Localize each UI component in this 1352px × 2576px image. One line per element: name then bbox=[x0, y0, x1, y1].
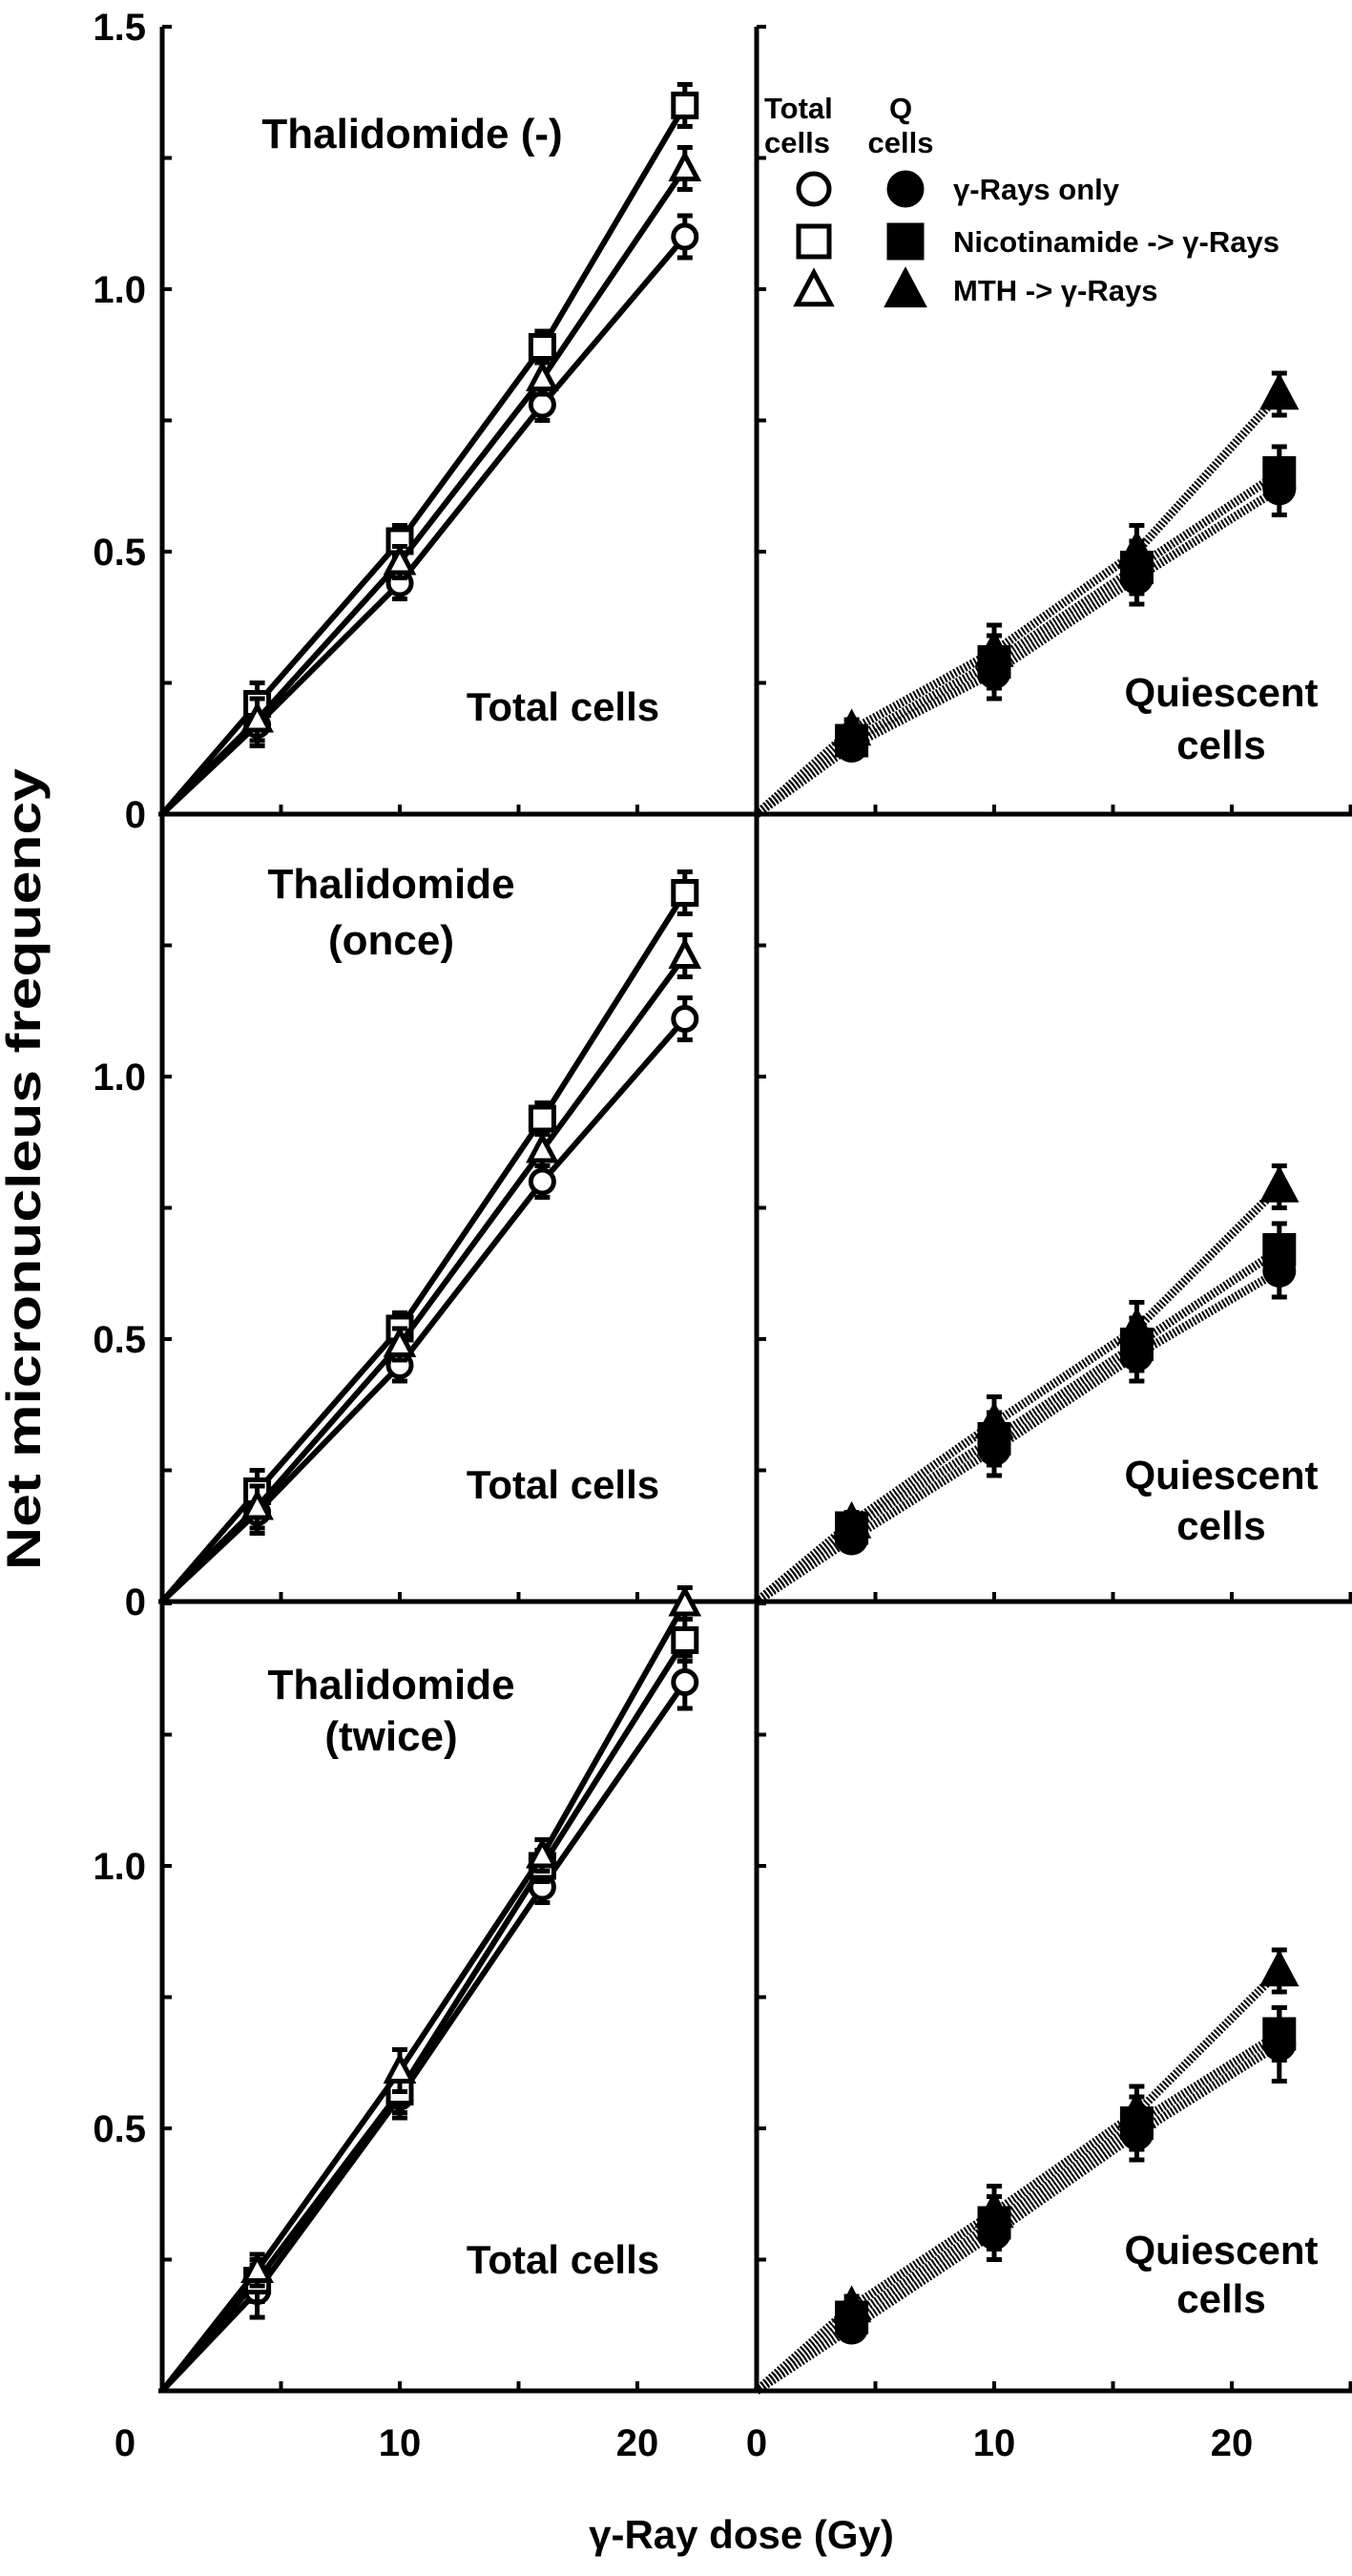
x-tick-label: 20 bbox=[1211, 2422, 1254, 2464]
legend-label-mth: MTH -> γ-Rays bbox=[953, 274, 1157, 307]
y-tick-label: 0.5 bbox=[93, 2108, 146, 2150]
data-point-circle bbox=[528, 390, 556, 419]
data-point-triangle bbox=[526, 360, 559, 392]
cell-type-label: Total cells bbox=[467, 684, 659, 729]
panel-1-1: Quiescent cells bbox=[754, 812, 1319, 1605]
legend-header-q-1: Q bbox=[889, 92, 912, 125]
data-point-triangle bbox=[1116, 530, 1157, 568]
legend-marker-total-triangle bbox=[793, 267, 835, 307]
data-point-triangle bbox=[1259, 1164, 1300, 1203]
series-line bbox=[754, 1183, 1282, 1605]
y-tick-label: 1.0 bbox=[93, 1846, 146, 1888]
series-line bbox=[754, 1246, 1282, 1605]
x-tick-label: 0 bbox=[114, 2422, 135, 2464]
legend-label-gamma-only: γ-Rays only bbox=[953, 173, 1120, 206]
legend-header-total-2: cells bbox=[764, 126, 830, 159]
panel-title: (twice) bbox=[324, 1713, 457, 1760]
data-point-triangle bbox=[383, 1326, 417, 1358]
y-tick-label: 0 bbox=[125, 1581, 146, 1623]
cell-type-label: Quiescent bbox=[1124, 670, 1318, 715]
data-point-square bbox=[1262, 1233, 1297, 1267]
data-point-triangle bbox=[1259, 372, 1300, 410]
data-point-circle bbox=[528, 1167, 556, 1196]
data-point-square bbox=[528, 333, 556, 361]
data-point-triangle bbox=[526, 1836, 559, 1869]
data-point-triangle bbox=[526, 1131, 559, 1163]
legend-marker-total-circle bbox=[796, 171, 832, 207]
panel-title: Thalidomide bbox=[267, 1662, 514, 1708]
y-tick-label: 0 bbox=[125, 794, 146, 836]
cell-type-label: cells bbox=[1176, 2276, 1265, 2321]
data-point-square bbox=[528, 1104, 556, 1133]
data-point-triangle bbox=[240, 2251, 274, 2284]
data-point-triangle bbox=[668, 150, 702, 182]
data-point-square bbox=[671, 1626, 699, 1654]
x-tick-label: 0 bbox=[746, 2422, 767, 2464]
cell-type-label: cells bbox=[1176, 723, 1265, 767]
legend-header-q-2: cells bbox=[868, 126, 934, 159]
cell-type-label: cells bbox=[1176, 1503, 1265, 1548]
data-point-square bbox=[671, 879, 699, 907]
data-point-triangle bbox=[831, 708, 872, 746]
data-point-triangle bbox=[383, 2052, 417, 2084]
data-point-triangle bbox=[668, 937, 702, 970]
x-tick-label: 20 bbox=[616, 2422, 659, 2464]
panel-0-0: 1.5 1.0 0.5 0 Thalidomide (-) Total cells bbox=[93, 7, 702, 836]
x-axis-label: γ-Ray dose (Gy) bbox=[589, 2512, 894, 2557]
data-point-triangle bbox=[974, 629, 1014, 667]
panel-2-0: 1.0 0.5 Thalidomide (twice) Total cells bbox=[93, 1584, 702, 2394]
data-point-square bbox=[671, 92, 699, 119]
x-tick-label: 10 bbox=[973, 2422, 1016, 2464]
data-point-circle bbox=[671, 1005, 699, 1033]
data-point-triangle bbox=[974, 1401, 1014, 1439]
y-tick-label: 0.5 bbox=[93, 532, 146, 574]
legend-header-total-1: Total bbox=[764, 92, 833, 125]
data-point-circle bbox=[671, 222, 699, 251]
cell-type-label: Total cells bbox=[467, 1462, 659, 1507]
y-tick-label: 0.5 bbox=[93, 1319, 146, 1361]
legend-marker-total-square bbox=[796, 223, 832, 260]
data-point-triangle bbox=[831, 2285, 872, 2323]
data-point-triangle bbox=[974, 2190, 1014, 2229]
legend-marker-q-circle bbox=[886, 170, 925, 208]
data-point-triangle bbox=[383, 543, 417, 576]
data-point-triangle bbox=[831, 1500, 872, 1539]
y-axis-label: Net micronucleus frequency bbox=[0, 768, 51, 1570]
y-tick-label: 1.5 bbox=[93, 7, 146, 49]
data-point-triangle bbox=[1116, 2090, 1157, 2128]
panel-1-0: 1.0 0.5 0 Thalidomide (once) Total cells bbox=[93, 812, 702, 1623]
data-point-triangle bbox=[240, 701, 274, 733]
data-point-square bbox=[1262, 2017, 1297, 2051]
data-point-square bbox=[1262, 456, 1297, 490]
legend-label-nicotinamide: Nicotinamide -> γ-Rays bbox=[953, 225, 1279, 259]
cell-type-label: Quiescent bbox=[1124, 1453, 1318, 1497]
y-tick-label: 1.0 bbox=[93, 269, 146, 311]
data-point-triangle bbox=[1116, 1307, 1157, 1345]
legend-marker-q-square bbox=[886, 222, 925, 261]
series-line bbox=[754, 390, 1283, 818]
legend: Total cells Q cells γ-Rays only Nicotina… bbox=[764, 92, 1279, 308]
panel-title: Thalidomide bbox=[267, 861, 514, 908]
panel-0-1: Quiescent cells bbox=[754, 25, 1319, 818]
series-line bbox=[754, 2041, 1282, 2395]
data-point-circle bbox=[671, 1668, 699, 1696]
panel-title: Thalidomide (-) bbox=[261, 111, 562, 157]
data-point-triangle bbox=[668, 1584, 702, 1617]
series-line bbox=[754, 2030, 1282, 2395]
cell-type-label: Total cells bbox=[467, 2237, 659, 2282]
cell-type-label: Quiescent bbox=[1124, 2228, 1318, 2272]
y-tick-label: 1.0 bbox=[93, 1057, 146, 1099]
data-point-triangle bbox=[240, 1488, 274, 1520]
legend-marker-q-triangle bbox=[884, 266, 927, 308]
data-point-triangle bbox=[1259, 1949, 1300, 1987]
x-tick-label: 10 bbox=[379, 2422, 422, 2464]
panel-title: (once) bbox=[328, 917, 454, 964]
series-line bbox=[754, 1267, 1282, 1605]
